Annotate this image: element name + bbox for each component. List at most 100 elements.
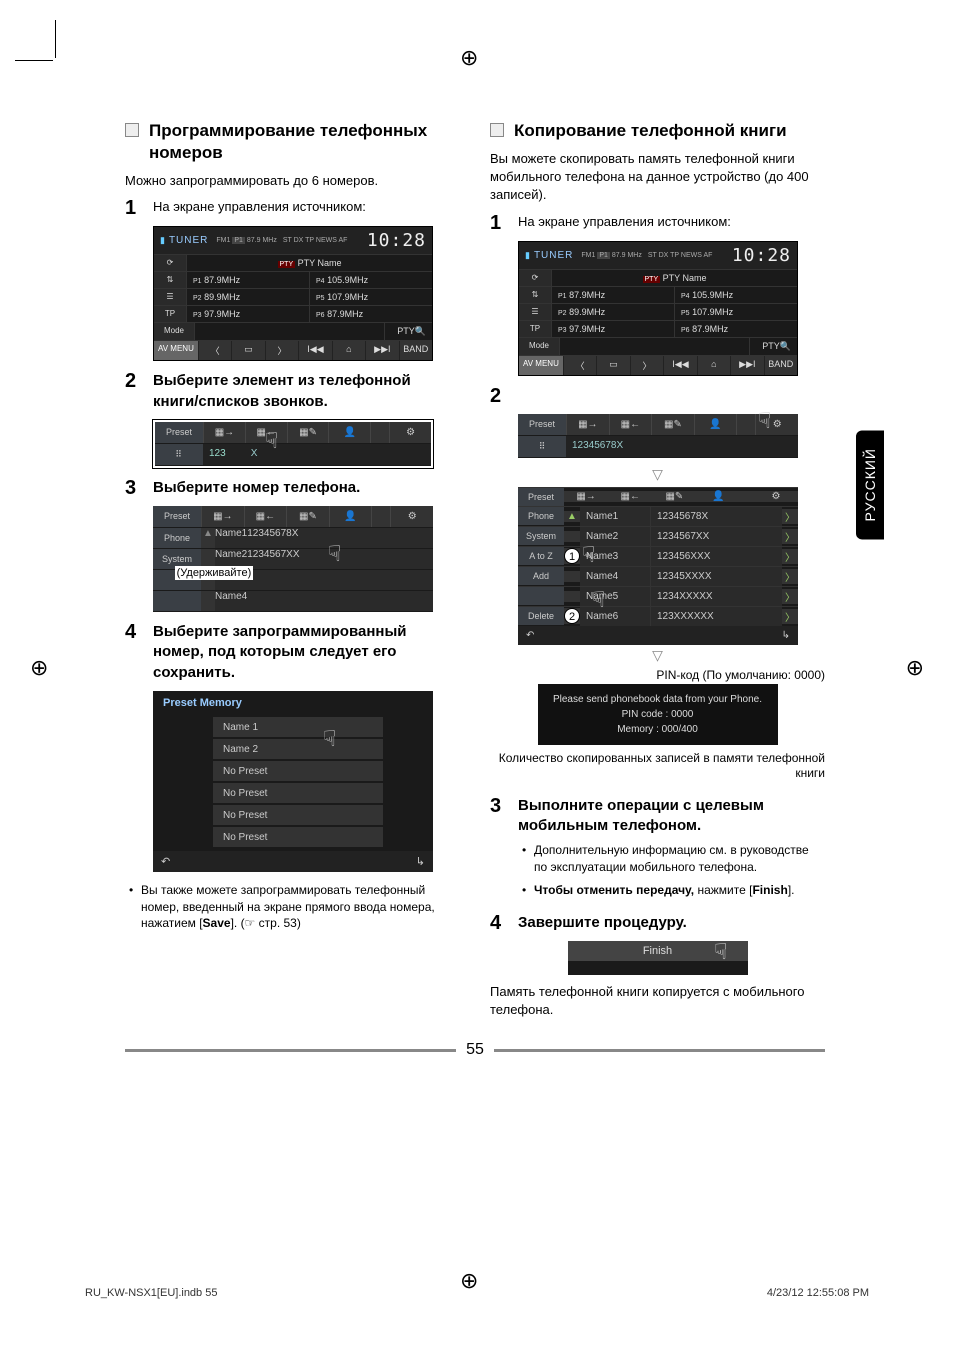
skip-fwd-button[interactable]: ▶▶I: [730, 356, 763, 375]
contact-name[interactable]: Name4: [580, 567, 650, 586]
return-icon[interactable]: ↳: [416, 855, 425, 868]
skip-back-button[interactable]: I◀◀: [298, 341, 331, 360]
icon-contact[interactable]: 👤: [694, 414, 737, 435]
tp-button[interactable]: TP: [519, 321, 551, 337]
skip-back-button[interactable]: I◀◀: [663, 356, 696, 375]
atoz-tab[interactable]: A to Z: [518, 547, 564, 565]
phone-tab[interactable]: Phone: [153, 528, 201, 548]
memory-slot[interactable]: Name 1: [213, 717, 383, 737]
go-icon[interactable]: 〉: [782, 609, 798, 624]
contact-name[interactable]: Name5: [580, 587, 650, 606]
list-button[interactable]: ▭: [596, 356, 629, 375]
side-icon[interactable]: ☰: [154, 289, 186, 305]
memory-slot[interactable]: Name 2: [213, 739, 383, 759]
contact-name[interactable]: Name1: [580, 507, 650, 526]
home-button[interactable]: ⌂: [332, 341, 365, 360]
icon-settings[interactable]: ⚙: [390, 506, 433, 527]
home-button[interactable]: ⌂: [697, 356, 730, 375]
mode-button[interactable]: Mode: [519, 338, 559, 355]
system-tab[interactable]: System: [518, 527, 564, 545]
icon-out[interactable]: ▦→: [566, 414, 609, 435]
down-arrow-icon: ▽: [490, 647, 825, 664]
preset-cell[interactable]: P5 107.9MHz: [674, 304, 797, 320]
back-icon[interactable]: ↶: [526, 630, 534, 641]
icon-out[interactable]: ▦→: [564, 491, 608, 502]
preset-label[interactable]: Preset: [518, 488, 564, 506]
preset-cell[interactable]: P4 105.9MHz: [309, 272, 432, 288]
memory-slot[interactable]: No Preset: [213, 783, 383, 803]
up-icon[interactable]: ▲: [201, 528, 215, 548]
tp-button[interactable]: TP: [154, 306, 186, 322]
phone-tab[interactable]: Phone: [518, 507, 564, 525]
side-icon[interactable]: ⟳: [154, 255, 186, 271]
footer-left: RU_KW-NSX1[EU].indb 55: [85, 1287, 217, 1299]
go-icon[interactable]: 〉: [782, 549, 798, 564]
next-button[interactable]: 〉: [265, 341, 298, 360]
preset-cell[interactable]: P1 87.9MHz: [186, 272, 309, 288]
side-icon[interactable]: ⇅: [519, 287, 551, 303]
preset-cell[interactable]: P3 97.9MHz: [186, 306, 309, 322]
finish-button[interactable]: Finish ☟: [568, 941, 748, 961]
keypad-icon[interactable]: ⠿: [518, 436, 566, 457]
preset-cell[interactable]: P6 87.9MHz: [674, 321, 797, 337]
icon-in[interactable]: ▦←: [609, 414, 652, 435]
preset-label[interactable]: Preset: [153, 506, 201, 527]
side-icon[interactable]: ⟳: [519, 270, 551, 286]
contact-name[interactable]: Name4: [215, 591, 247, 611]
memory-slot[interactable]: No Preset: [213, 761, 383, 781]
side-icon[interactable]: ⇅: [154, 272, 186, 288]
back-icon[interactable]: ↶: [161, 855, 170, 868]
pty-button[interactable]: PTY🔍: [384, 323, 432, 340]
icon-in[interactable]: ▦←: [244, 506, 287, 527]
avmenu-button[interactable]: AV MENU: [519, 356, 563, 375]
skip-fwd-button[interactable]: ▶▶I: [365, 341, 398, 360]
band-button[interactable]: BAND: [399, 341, 432, 360]
avmenu-button[interactable]: AV MENU: [154, 341, 198, 360]
keypad-icon[interactable]: ⠿: [155, 444, 203, 465]
list-button[interactable]: ▭: [231, 341, 264, 360]
icon-edit[interactable]: ▦✎: [651, 414, 694, 435]
band-button[interactable]: BAND: [764, 356, 797, 375]
contact-name[interactable]: Name6: [580, 607, 650, 626]
contact-name[interactable]: Name1: [215, 528, 247, 548]
preset-cell[interactable]: P1 87.9MHz: [551, 287, 674, 303]
icon-edit[interactable]: ▦✎: [287, 422, 329, 443]
clock: 10:28: [732, 245, 791, 266]
return-icon[interactable]: ↳: [782, 630, 790, 641]
preset-label[interactable]: Preset: [518, 414, 566, 435]
icon-in[interactable]: ▦←: [608, 491, 652, 502]
preset-cell[interactable]: P6 87.9MHz: [309, 306, 432, 322]
go-icon[interactable]: 〉: [782, 569, 798, 584]
up-icon[interactable]: ▲: [564, 511, 580, 522]
icon-settings[interactable]: ⚙: [754, 491, 798, 502]
icon-out[interactable]: ▦→: [203, 422, 245, 443]
preset-label[interactable]: Preset: [155, 422, 203, 443]
icon-settings[interactable]: ⚙: [389, 422, 431, 443]
icon-contact[interactable]: 👤: [696, 491, 740, 502]
preset-cell[interactable]: P2 89.9MHz: [186, 289, 309, 305]
add-tab[interactable]: Add: [518, 567, 564, 585]
go-icon[interactable]: 〉: [782, 509, 798, 524]
icon-edit[interactable]: ▦✎: [286, 506, 329, 527]
side-icon[interactable]: ☰: [519, 304, 551, 320]
go-icon[interactable]: 〉: [782, 529, 798, 544]
memory-slot[interactable]: No Preset: [213, 827, 383, 847]
delete-tab[interactable]: Delete: [518, 607, 564, 625]
preset-cell[interactable]: P2 89.9MHz: [551, 304, 674, 320]
preset-cell[interactable]: P4 105.9MHz: [674, 287, 797, 303]
icon-contact[interactable]: 👤: [329, 506, 372, 527]
icon-out[interactable]: ▦→: [201, 506, 244, 527]
next-button[interactable]: 〉: [630, 356, 663, 375]
prev-button[interactable]: 〈: [563, 356, 596, 375]
pin-line: PIN code : 0000: [546, 707, 770, 722]
prev-button[interactable]: 〈: [198, 341, 231, 360]
icon-edit[interactable]: ▦✎: [652, 491, 696, 502]
pty-button[interactable]: PTY🔍: [749, 338, 797, 355]
mode-button[interactable]: Mode: [154, 323, 194, 340]
preset-memory: Preset Memory Name 1 Name 2 No Preset No…: [153, 691, 433, 872]
go-icon[interactable]: 〉: [782, 589, 798, 604]
icon-contact[interactable]: 👤: [328, 422, 370, 443]
preset-cell[interactable]: P5 107.9MHz: [309, 289, 432, 305]
preset-cell[interactable]: P3 97.9MHz: [551, 321, 674, 337]
memory-slot[interactable]: No Preset: [213, 805, 383, 825]
